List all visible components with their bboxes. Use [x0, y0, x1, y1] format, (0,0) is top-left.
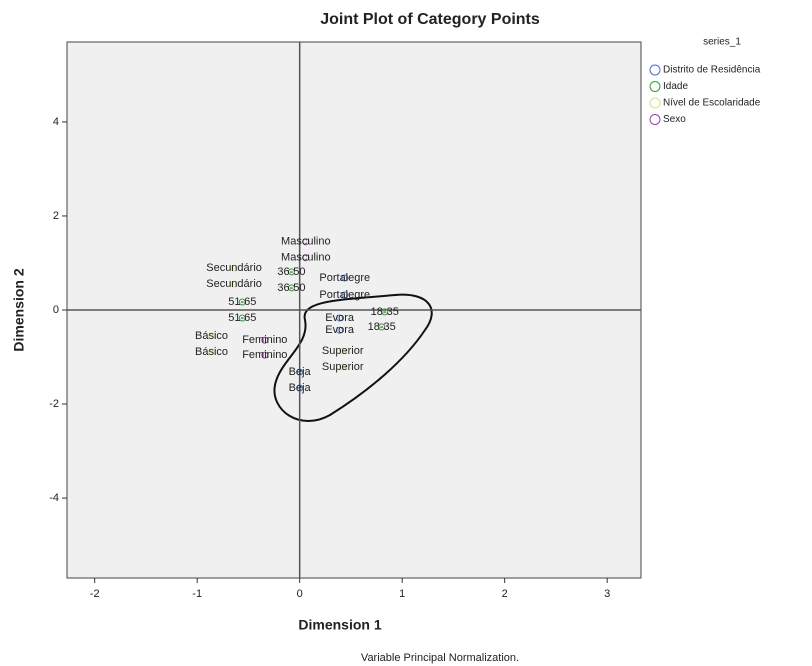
y-tick-label: -2	[49, 398, 59, 410]
point-label: 18-35	[371, 306, 399, 318]
legend-label: Nível de Escolaridade	[663, 98, 761, 109]
point	[296, 368, 304, 376]
point	[381, 308, 389, 316]
point-label: 51-65	[228, 312, 256, 324]
point	[287, 284, 295, 292]
point-label: Básico	[195, 346, 228, 358]
point	[261, 336, 269, 344]
legend-marker	[649, 97, 661, 109]
point-label: Básico	[195, 330, 228, 342]
point-label: Evora	[325, 312, 355, 324]
point	[339, 347, 347, 355]
point	[261, 351, 269, 359]
point	[296, 384, 304, 392]
point-label: 36-50	[277, 282, 305, 294]
point	[238, 298, 246, 306]
point	[341, 274, 349, 282]
point	[302, 254, 310, 262]
point	[208, 332, 216, 340]
point-label: Portalegre	[319, 289, 370, 301]
point-label: Beja	[289, 366, 312, 378]
point-label: Feminino	[242, 334, 287, 346]
point	[208, 348, 216, 356]
x-tick-label: 2	[502, 588, 508, 600]
point	[238, 314, 246, 322]
point	[378, 323, 386, 331]
y-tick-label: 0	[53, 304, 59, 316]
point	[341, 291, 349, 299]
point-label: Superior	[322, 345, 364, 357]
x-tick-label: 0	[297, 588, 303, 600]
point-label: Portalegre	[319, 272, 370, 284]
point	[336, 326, 344, 334]
legend-title: series_1	[703, 37, 741, 48]
y-tick-label: 2	[53, 210, 59, 222]
point	[230, 264, 238, 272]
y-tick-label: 4	[53, 116, 59, 128]
legend-marker	[649, 64, 661, 76]
y-axis-label: Dimension 2	[11, 268, 27, 351]
x-tick-label: -1	[192, 588, 202, 600]
legend-label: Sexo	[663, 114, 686, 125]
point-label: 18-35	[368, 321, 396, 333]
point-label: Masculino	[281, 252, 331, 264]
legend-marker	[649, 81, 661, 92]
x-axis-label: Dimension 1	[298, 617, 381, 633]
point	[336, 314, 344, 322]
point	[287, 268, 295, 276]
chart-title: Joint Plot of Category Points	[320, 11, 540, 28]
x-tick-label: -2	[90, 588, 100, 600]
point-label: Superior	[322, 361, 364, 373]
point-label: Secundário	[206, 262, 262, 274]
legend-label: Distrito de Residência	[663, 65, 761, 76]
point-label: Beja	[289, 382, 312, 394]
point	[302, 238, 310, 246]
point-label: 51-65	[228, 296, 256, 308]
legend-marker	[649, 114, 661, 125]
legend-label: Idade	[663, 81, 688, 92]
point	[230, 280, 238, 288]
y-tick-label: -4	[49, 492, 59, 504]
footnote: Variable Principal Normalization.	[361, 652, 519, 664]
point	[339, 363, 347, 371]
x-tick-label: 3	[604, 588, 610, 600]
point-label: Feminino	[242, 349, 287, 361]
point-label: Secundário	[206, 278, 262, 290]
x-tick-label: 1	[399, 588, 405, 600]
point-label: 36-50	[277, 266, 305, 278]
hand-drawn-outline	[273, 293, 433, 422]
point-label: Masculino	[281, 236, 331, 248]
point-label: Evora	[325, 324, 355, 336]
